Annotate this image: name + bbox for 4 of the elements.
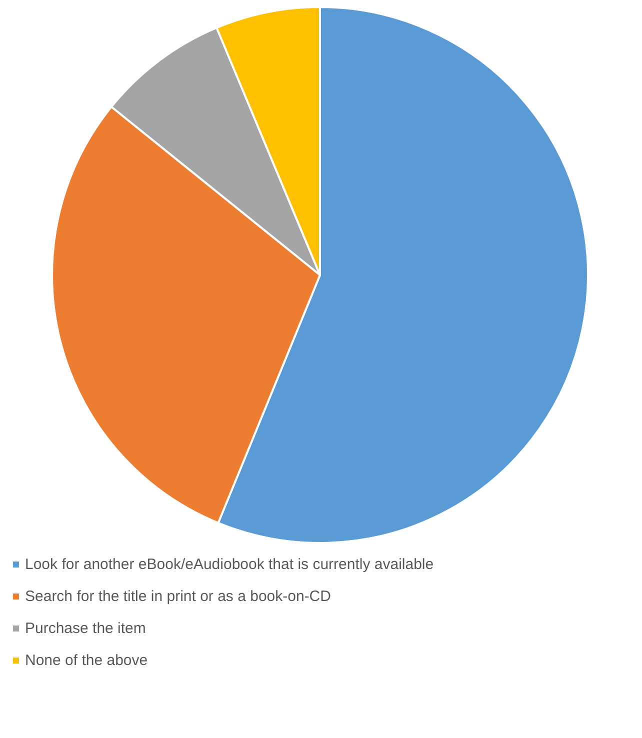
legend-label: None of the above: [25, 652, 148, 669]
legend-label: Search for the title in print or as a book-on-CD: [25, 588, 332, 605]
legend-label: Purchase the item: [25, 620, 146, 637]
legend-label: Look for another eBook/eAudiobook that is currently available: [25, 556, 434, 573]
